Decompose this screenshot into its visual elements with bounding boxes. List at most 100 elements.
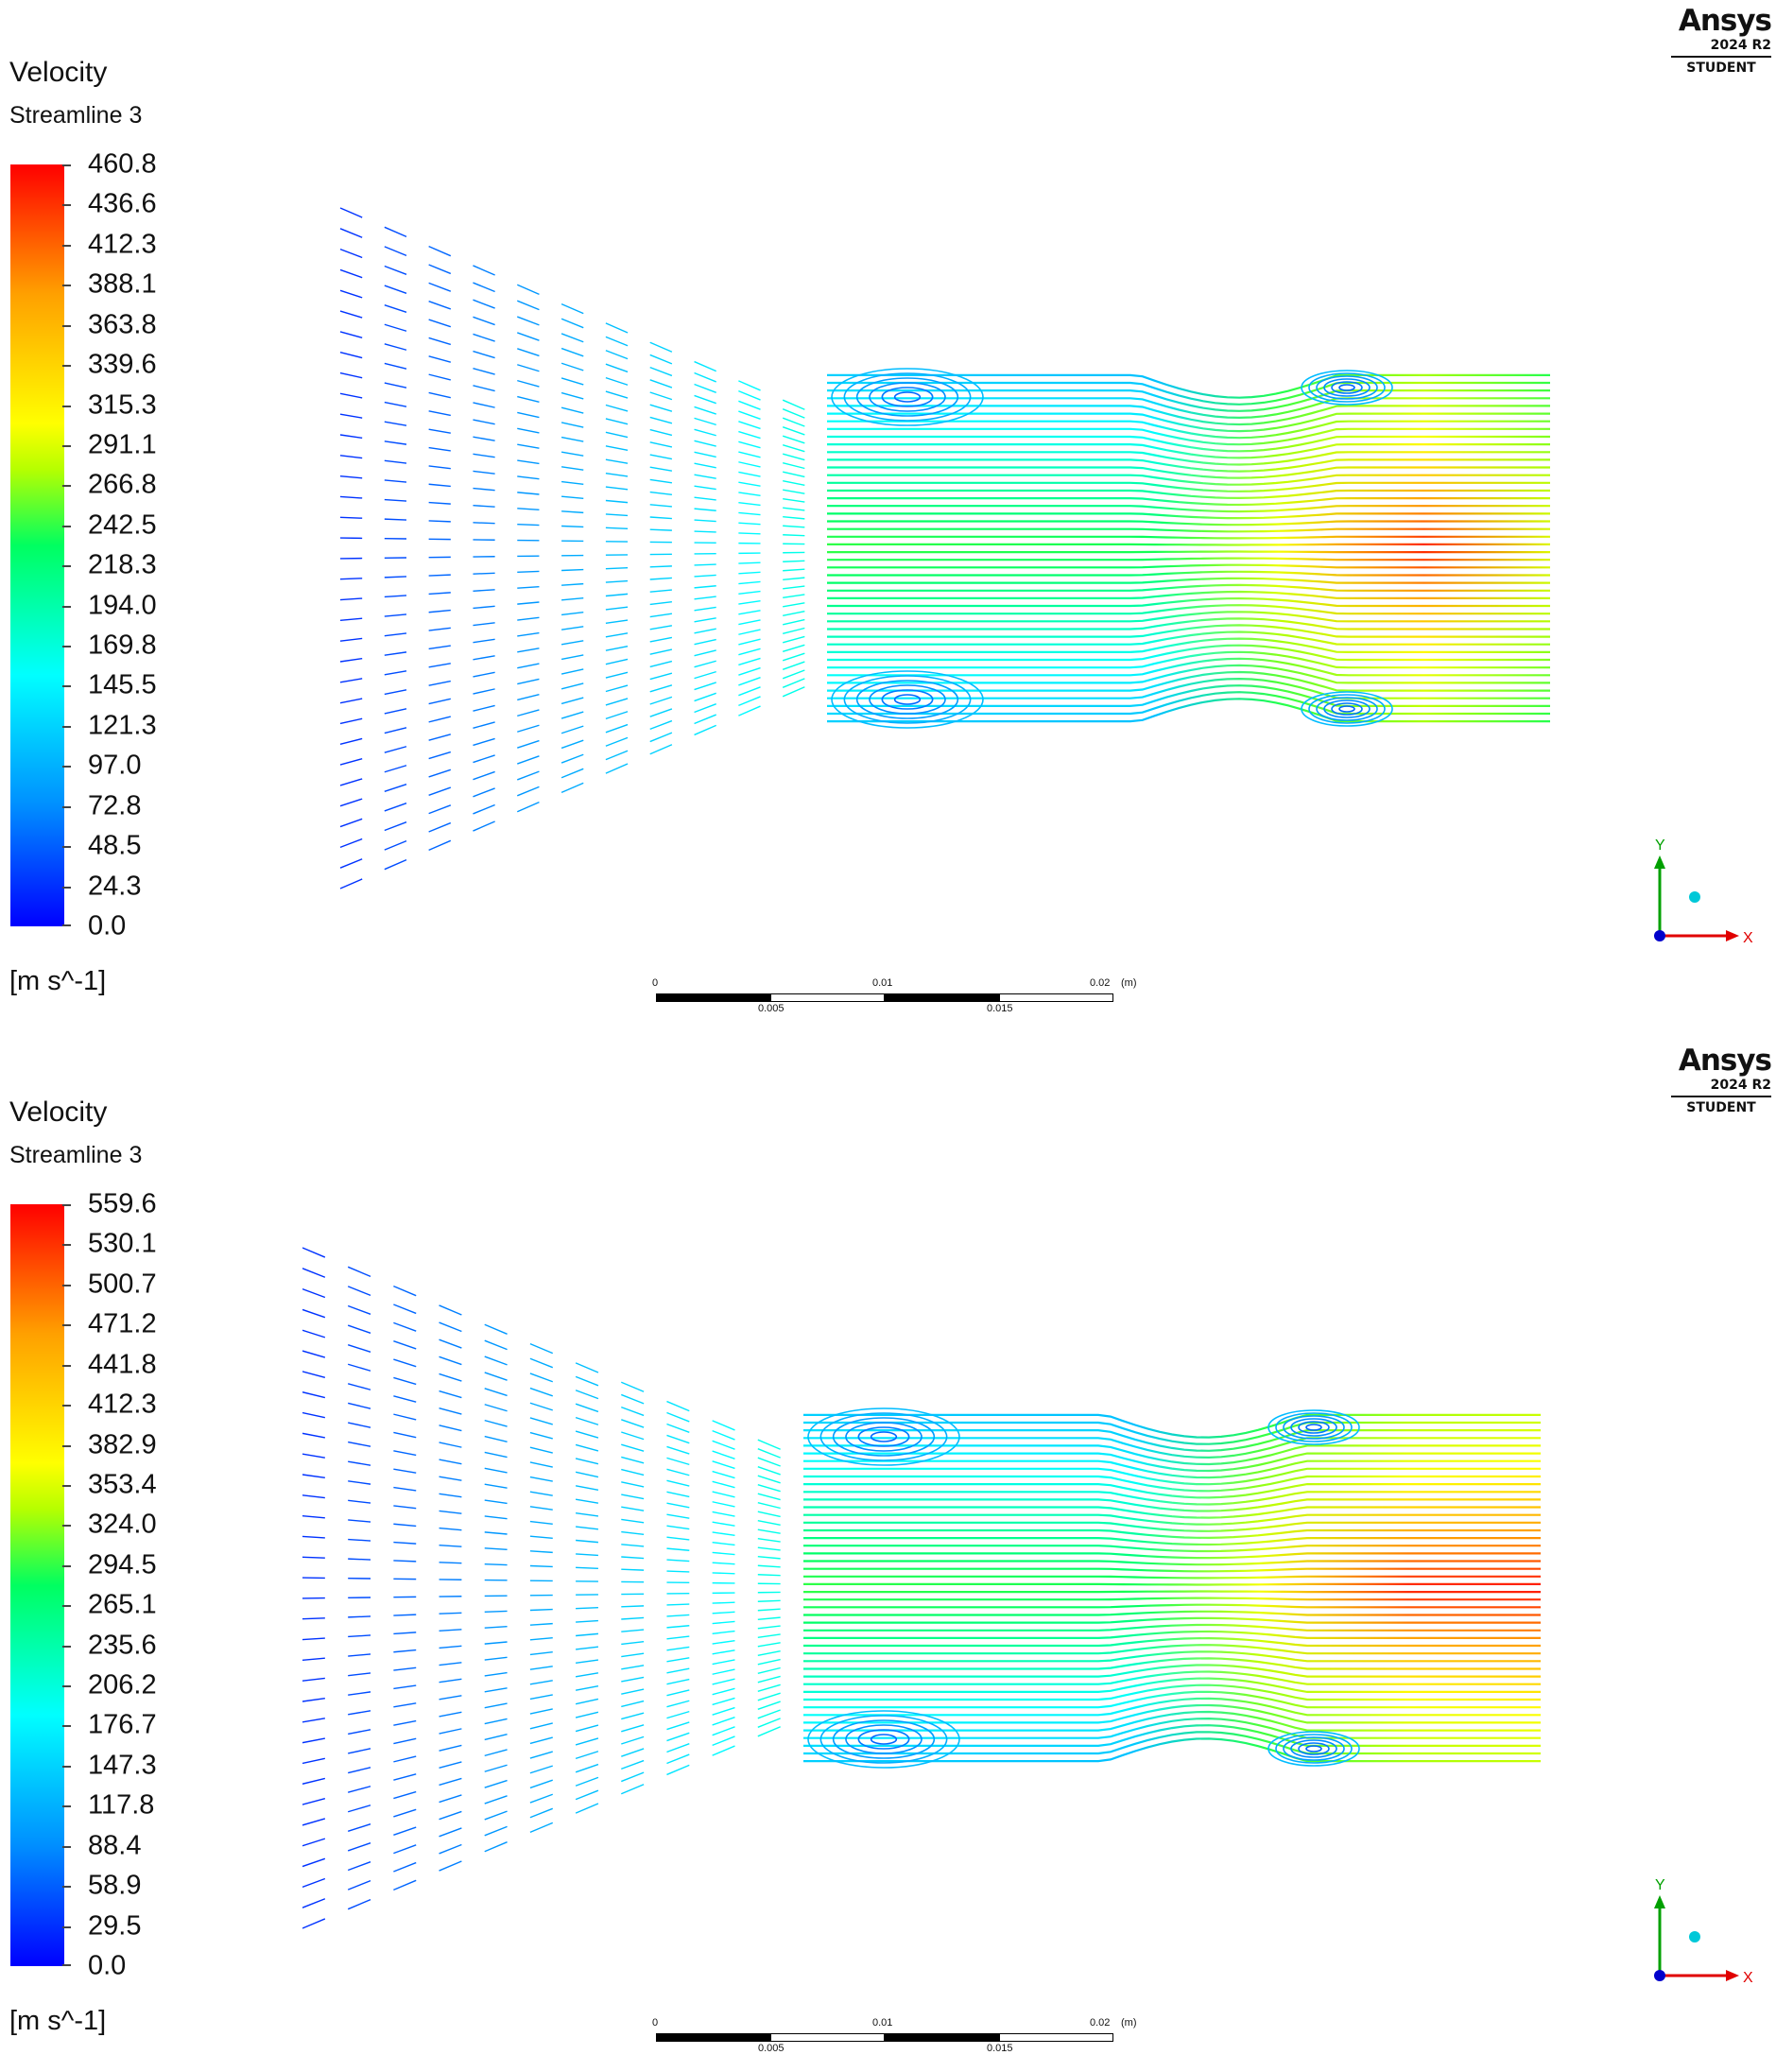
legend-value: 97.0 (88, 751, 141, 782)
inlet-streak (393, 1774, 416, 1780)
inlet-streak (576, 1790, 598, 1799)
inlet-streak (621, 1772, 644, 1781)
inlet-streak (530, 1695, 553, 1700)
inlet-streak (666, 1492, 689, 1496)
inlet-streak (517, 633, 539, 636)
inlet-streak (517, 803, 539, 812)
inlet-streak (738, 687, 760, 696)
inlet-streak (473, 606, 494, 608)
inlet-streak (340, 414, 362, 418)
channel-streamline (827, 498, 1550, 505)
inlet-streak (530, 1610, 553, 1611)
inlet-streak (340, 393, 362, 398)
inlet-streak (530, 1403, 553, 1410)
inlet-streak (561, 349, 583, 356)
y-axis-label: Y (1655, 1877, 1665, 1893)
inlet-streak (758, 1521, 781, 1526)
legend-tick (62, 726, 71, 728)
inlet-streak (576, 1804, 598, 1813)
inlet-streak (440, 1442, 462, 1447)
scale-seg-2 (770, 993, 885, 1002)
inlet-streak (666, 1537, 689, 1540)
inlet-streak (783, 636, 804, 642)
inlet-streak (621, 1545, 644, 1546)
inlet-streak (429, 392, 451, 397)
inlet-streak (650, 505, 672, 507)
color-legend-bar (10, 1204, 64, 1966)
inlet-streak (348, 1635, 371, 1637)
inlet-streak (302, 1392, 325, 1398)
inlet-streak (429, 374, 451, 380)
inlet-streak (517, 602, 539, 604)
inlet-streak (473, 489, 494, 491)
inlet-streak (440, 1613, 462, 1614)
inlet-streak (385, 500, 406, 502)
inlet-streak (385, 785, 406, 792)
inlet-streak (530, 1433, 553, 1439)
inlet-streak (713, 1669, 735, 1674)
inlet-streak (738, 492, 760, 495)
inlet-streak (485, 1718, 508, 1723)
inlet-streak (429, 466, 451, 469)
inlet-streak (758, 1529, 781, 1533)
inlet-streak (561, 598, 583, 600)
channel-streamline (827, 585, 1550, 591)
scale-label-0.01: 0.01 (872, 2017, 892, 2029)
inlet-streak (738, 706, 760, 716)
inlet-streak (385, 577, 406, 578)
inlet-streak (758, 1539, 781, 1542)
inlet-streak (650, 566, 672, 567)
inlet-streak (606, 620, 628, 623)
inlet-streak (485, 1548, 508, 1550)
inlet-streak (340, 659, 362, 662)
inlet-streak (738, 422, 760, 429)
inlet-streak (666, 1560, 689, 1562)
inlet-streak (621, 1494, 644, 1499)
inlet-streak (385, 728, 406, 734)
inlet-streak (473, 334, 494, 341)
inlet-streak (695, 704, 716, 713)
inlet-streak (429, 717, 451, 722)
legend-value: 88.4 (88, 1830, 141, 1861)
inlet-streak (393, 1809, 416, 1817)
inlet-streak (473, 623, 494, 626)
channel-streamline (827, 491, 1550, 498)
inlet-streak (576, 1404, 598, 1411)
inlet-streak (429, 448, 451, 451)
legend-tick (62, 806, 71, 808)
scale-unit: (m) (1121, 977, 1137, 989)
inlet-streak (738, 697, 760, 705)
inlet-streak (385, 227, 406, 236)
inlet-streak (429, 840, 451, 850)
inlet-streak (473, 639, 494, 642)
inlet-streak (348, 1881, 371, 1890)
inlet-streak (666, 1604, 689, 1605)
inlet-streak (695, 682, 716, 690)
inlet-streak (783, 490, 804, 493)
channel-streamline (803, 1632, 1541, 1638)
inlet-streak (650, 649, 672, 654)
inlet-streak (738, 658, 760, 665)
inlet-streak (666, 1636, 689, 1639)
inlet-streak (576, 1527, 598, 1529)
inlet-streak (429, 521, 451, 522)
inlet-streak (485, 1842, 508, 1852)
inlet-streak (561, 496, 583, 498)
channel-streamline (827, 398, 1550, 418)
inlet-streak (713, 1641, 735, 1644)
channel-streamline (803, 1618, 1541, 1623)
inlet-streak (473, 266, 494, 275)
channel-streamline (803, 1499, 1541, 1511)
inlet-streak (576, 1376, 598, 1385)
legend-value: 441.8 (88, 1349, 157, 1380)
inlet-streak (385, 822, 406, 831)
inlet-streak (666, 1626, 689, 1628)
inlet-streak (758, 1684, 781, 1691)
inlet-streak (666, 1548, 689, 1550)
inlet-streak (517, 476, 539, 479)
inlet-streak (738, 533, 760, 534)
inlet-streak (302, 1248, 325, 1257)
inlet-streak (561, 304, 583, 314)
inlet-streak (393, 1524, 416, 1526)
